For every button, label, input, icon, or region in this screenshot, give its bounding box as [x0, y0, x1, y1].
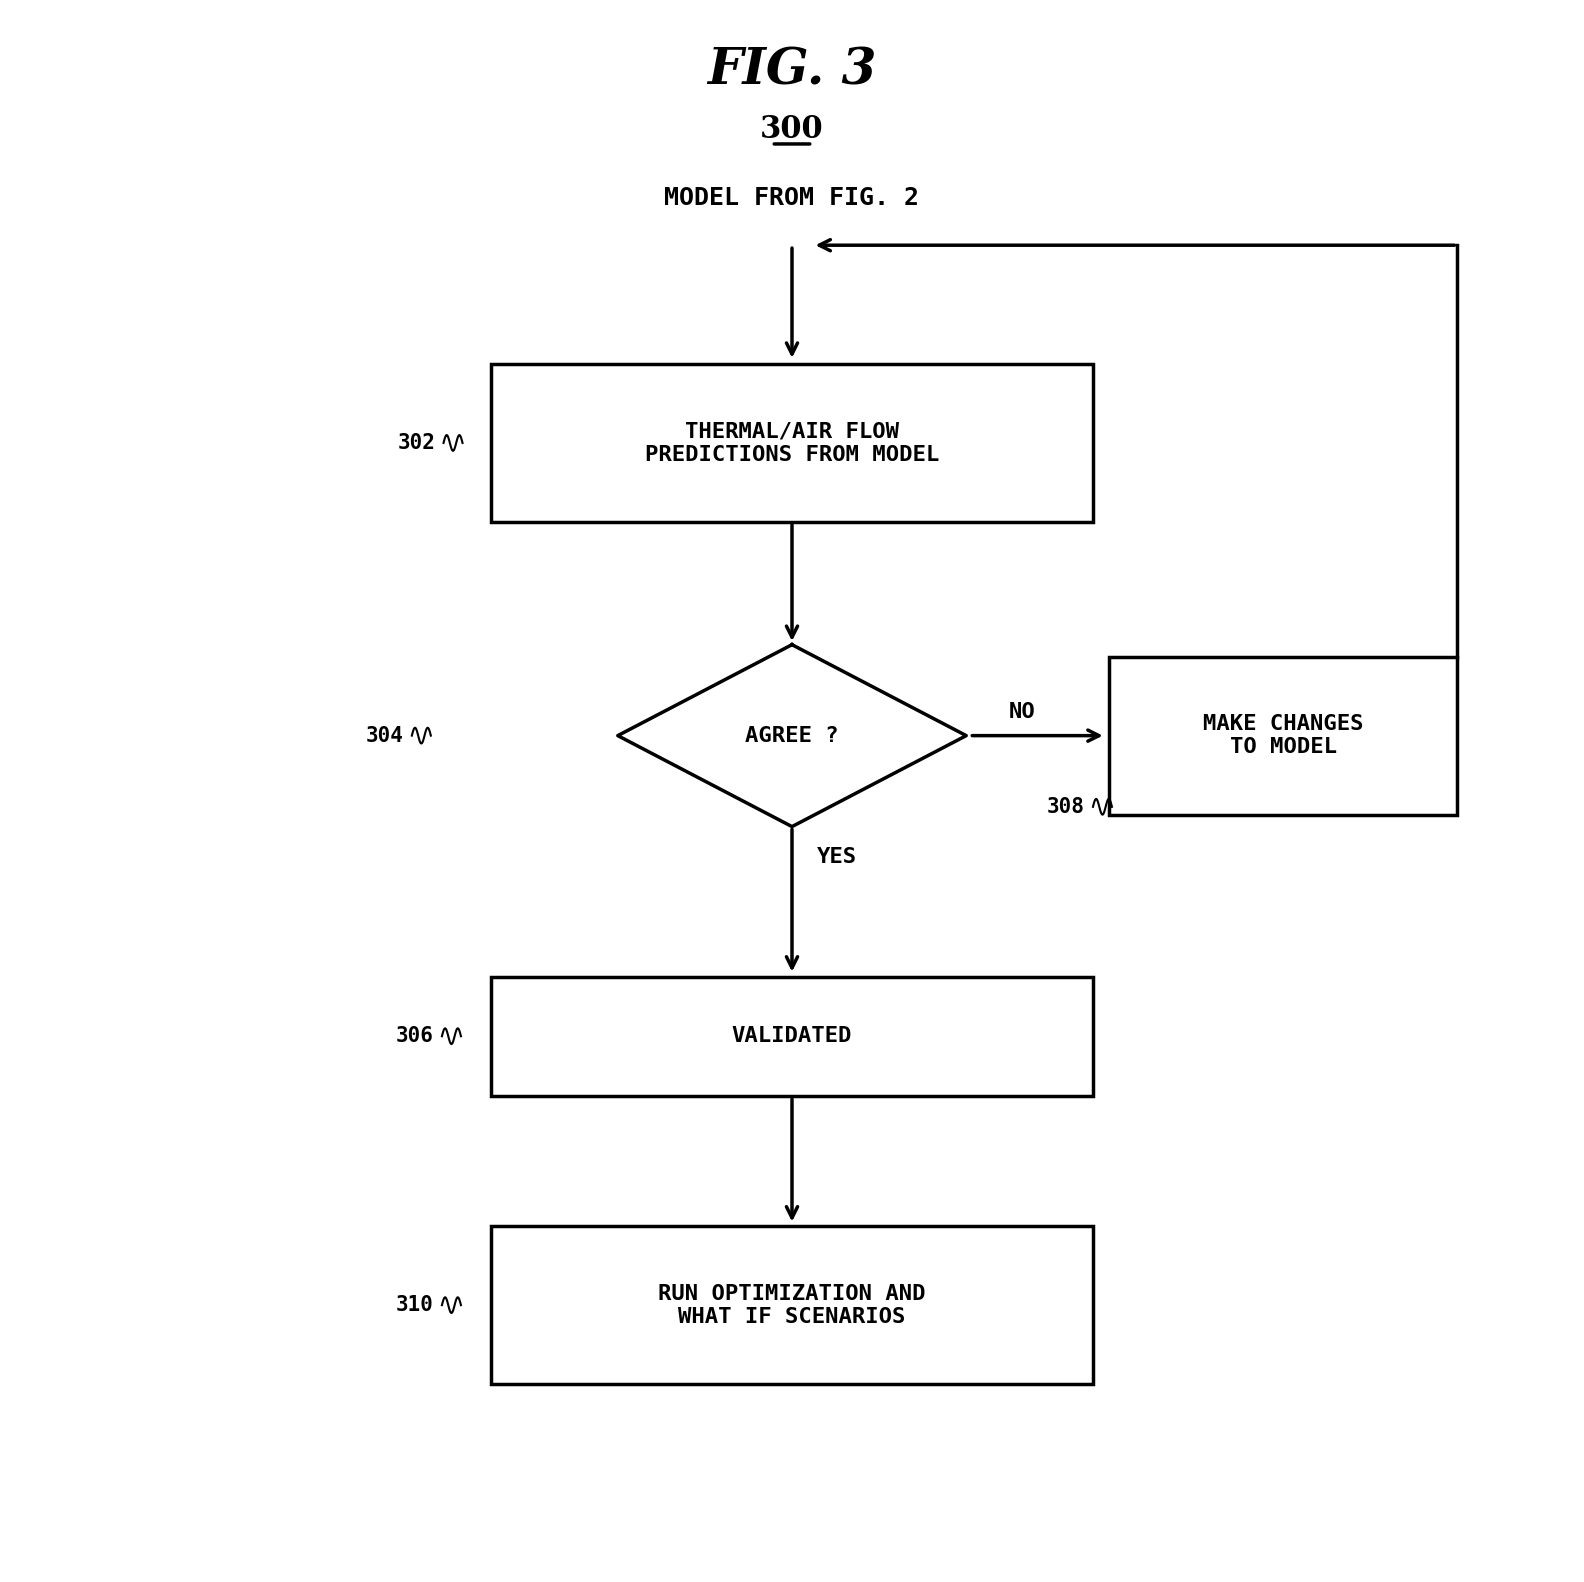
Text: FIG. 3: FIG. 3 — [708, 47, 876, 95]
Text: 308: 308 — [1047, 797, 1085, 816]
FancyBboxPatch shape — [491, 978, 1093, 1095]
Text: 304: 304 — [366, 726, 404, 745]
Text: MODEL FROM FIG. 2: MODEL FROM FIG. 2 — [665, 185, 919, 210]
Text: AGREE ?: AGREE ? — [744, 726, 840, 745]
Text: 310: 310 — [396, 1296, 434, 1315]
Text: 306: 306 — [396, 1027, 434, 1046]
Text: 302: 302 — [398, 433, 436, 452]
Text: YES: YES — [817, 848, 857, 867]
FancyBboxPatch shape — [491, 364, 1093, 522]
Text: VALIDATED: VALIDATED — [732, 1027, 852, 1046]
FancyBboxPatch shape — [491, 1226, 1093, 1384]
Polygon shape — [618, 645, 966, 826]
Text: RUN OPTIMIZATION AND
WHAT IF SCENARIOS: RUN OPTIMIZATION AND WHAT IF SCENARIOS — [659, 1283, 925, 1327]
Text: THERMAL/AIR FLOW
PREDICTIONS FROM MODEL: THERMAL/AIR FLOW PREDICTIONS FROM MODEL — [645, 421, 939, 465]
Text: MAKE CHANGES
TO MODEL: MAKE CHANGES TO MODEL — [1202, 713, 1364, 758]
Text: 300: 300 — [760, 114, 824, 146]
FancyBboxPatch shape — [1109, 657, 1457, 815]
Text: NO: NO — [1009, 702, 1034, 721]
